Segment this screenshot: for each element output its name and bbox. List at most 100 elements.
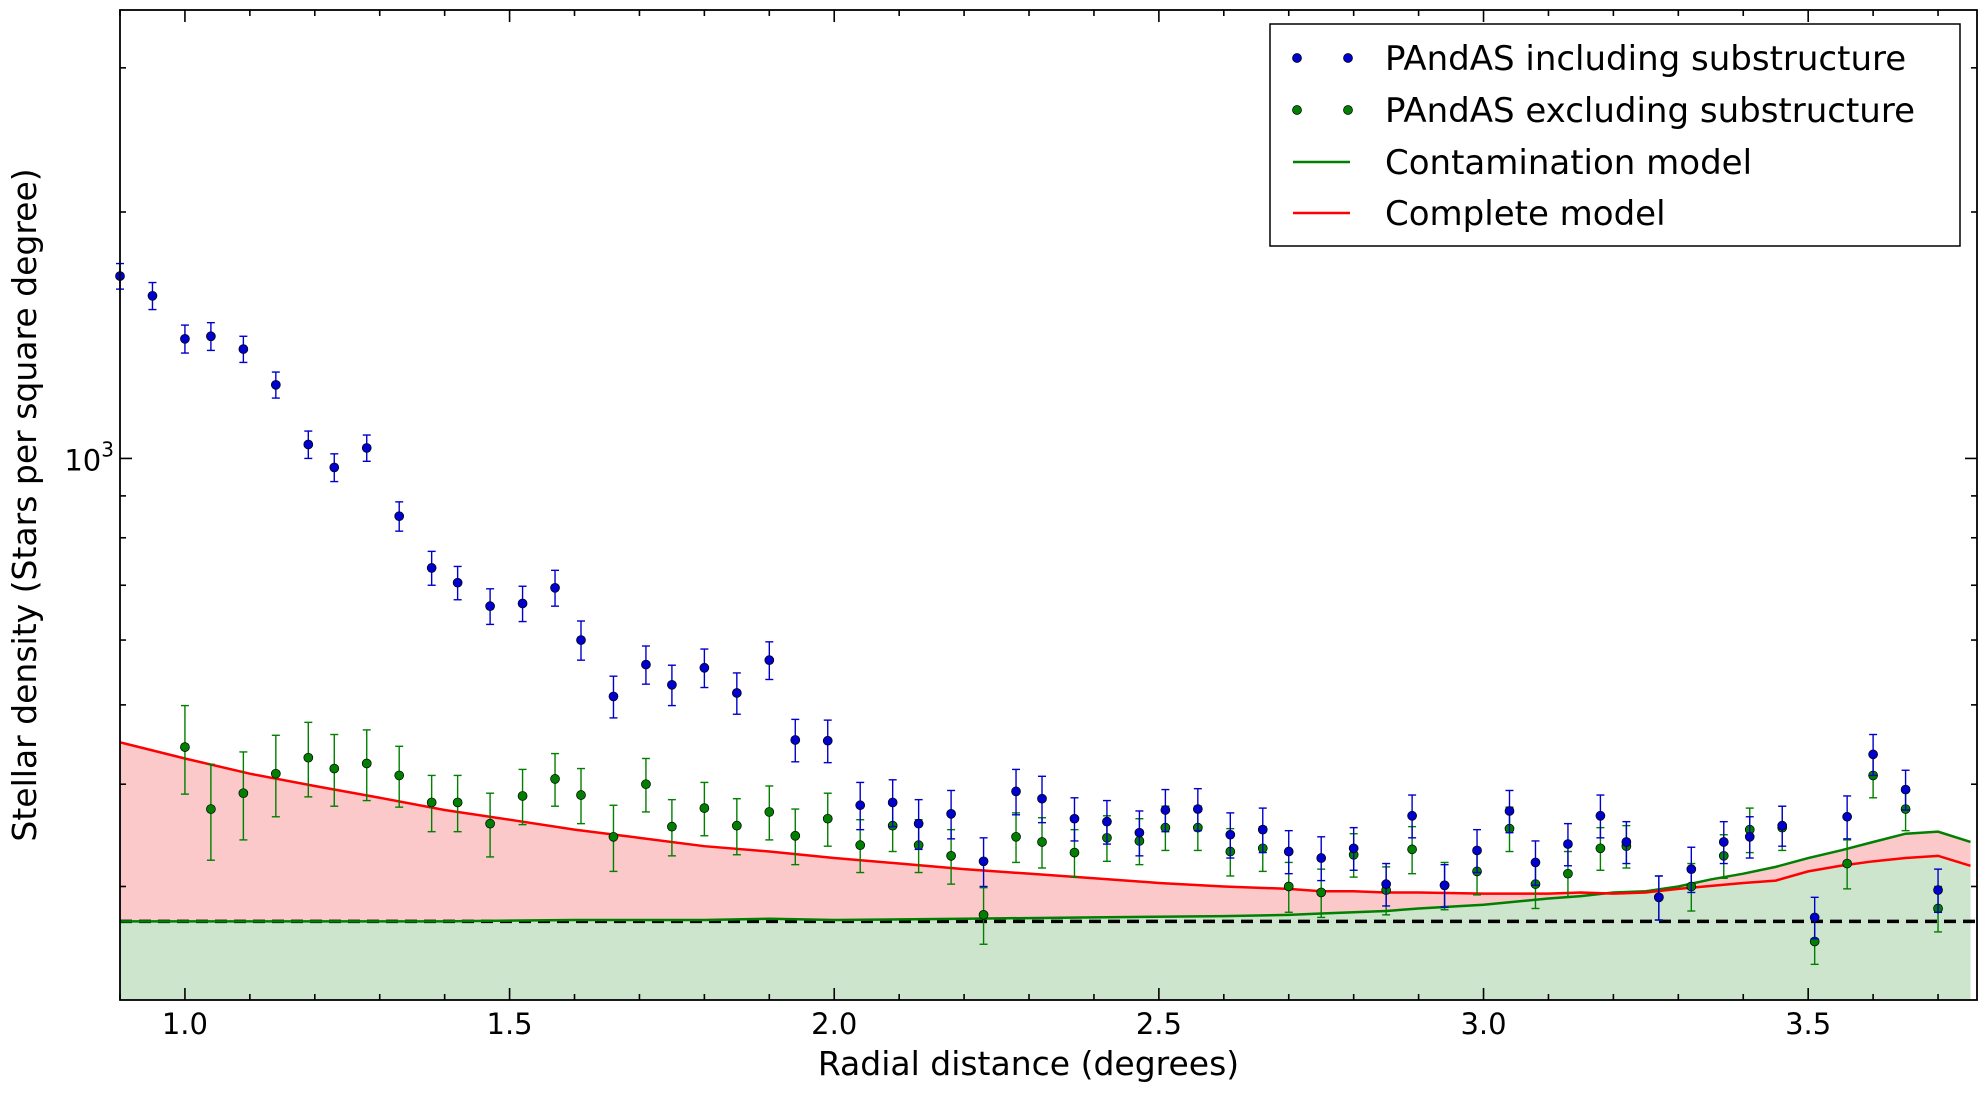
including-substructure-point	[1283, 846, 1294, 857]
including-substructure-point	[550, 582, 560, 593]
including-substructure-point	[608, 691, 619, 702]
including-substructure-point	[1381, 879, 1391, 889]
excluding-substructure-point	[1563, 868, 1573, 879]
including-substructure-point	[485, 601, 495, 612]
axes-frame	[119, 9, 1978, 1001]
including-substructure-point	[180, 333, 190, 344]
including-substructure-point	[576, 635, 586, 645]
excluding-substructure-point	[1407, 844, 1417, 855]
including-substructure-point	[329, 462, 340, 473]
legend-label: Complete model	[1385, 194, 1666, 234]
excluding-substructure-point	[426, 797, 437, 808]
x-tick-label: 2.0	[811, 1007, 857, 1041]
including-substructure-point	[1407, 810, 1417, 821]
legend-box	[1269, 23, 1961, 247]
including-substructure-point	[1744, 831, 1755, 842]
including-substructure-point	[270, 379, 281, 390]
contamination-model-line	[120, 830, 1971, 923]
including-substructure-point	[667, 679, 677, 690]
legend-label: Contamination model	[1385, 143, 1752, 183]
y-tick-label: 103	[64, 437, 114, 477]
legend-label: PAndAS excluding substructure	[1385, 91, 1915, 131]
x-tick-label: 2.5	[1136, 1007, 1182, 1041]
including-substructure-point	[1530, 857, 1541, 868]
excluding-substructure-point	[699, 803, 710, 813]
legend-marker-point	[1292, 105, 1302, 115]
legend-label: PAndAS including substructure	[1385, 39, 1906, 79]
including-substructure-point	[1686, 864, 1697, 874]
including-substructure-point	[1933, 885, 1943, 895]
legend-marker-point	[1292, 53, 1302, 63]
including-substructure-point	[1900, 784, 1911, 795]
including-substructure-point	[887, 797, 898, 808]
excluding-substructure-point	[790, 830, 801, 841]
excluding-substructure-point	[855, 840, 866, 850]
excluding-substructure-point	[764, 807, 775, 817]
contamination-fill	[120, 831, 1971, 1000]
including-substructure-point	[1134, 827, 1145, 838]
excluding-substructure-point	[361, 758, 372, 769]
legend-marker-point	[1343, 105, 1353, 115]
including-substructure-point	[978, 856, 989, 867]
including-substructure-point	[764, 655, 775, 666]
excluding-substructure-point	[452, 797, 463, 808]
including-substructure-point	[1257, 824, 1268, 835]
excluding-substructure-point	[394, 770, 405, 781]
including-substructure-point	[1069, 813, 1080, 824]
excluding-substructure-point	[731, 820, 742, 831]
including-substructure-point	[361, 443, 372, 453]
x-axis-label: Radial distance (degrees)	[818, 1044, 1239, 1083]
excluding-substructure-point	[1069, 847, 1080, 858]
including-substructure-point	[1842, 811, 1852, 822]
x-tick-label: 3.5	[1785, 1007, 1831, 1041]
including-substructure-point	[699, 662, 710, 673]
legend-markers	[1292, 53, 1353, 215]
including-substructure-point	[1037, 793, 1047, 804]
excluding-substructure-point	[1011, 831, 1021, 842]
excluding-substructure-point	[1316, 887, 1327, 898]
including-substructure-point	[517, 598, 528, 609]
excluding-substructure-point	[1037, 837, 1047, 847]
excluding-substructure-point	[978, 909, 989, 920]
excluding-substructure-point	[517, 791, 528, 801]
including-substructure-point	[394, 511, 405, 522]
y-axis-label: Stellar density (Stars per square degree…	[5, 168, 44, 841]
including-substructure-point	[452, 577, 463, 588]
legend-marker-point	[1343, 53, 1353, 63]
x-tick-label: 1.5	[487, 1007, 533, 1041]
including-substructure-point	[1316, 853, 1327, 863]
including-substructure-point	[1504, 806, 1515, 816]
including-substructure-point	[1868, 749, 1878, 760]
including-substructure-point	[731, 688, 742, 698]
including-substructure-point	[238, 344, 249, 354]
axis-ticks	[119, 10, 1977, 1000]
excluding-substructure-point	[1842, 858, 1852, 869]
including-substructure-point	[426, 563, 437, 573]
including-substructure-point	[1621, 837, 1632, 847]
including-substructure-point	[1563, 839, 1573, 849]
including-substructure-point	[303, 439, 314, 450]
excluding-substructure-point	[270, 768, 281, 779]
excluding-substructure-point	[946, 850, 956, 861]
excluding-substructure-point	[180, 742, 190, 752]
excluding-substructure-point	[822, 813, 833, 824]
including-substructure-point	[1348, 843, 1359, 854]
excluding-substructure-point	[550, 774, 560, 784]
x-tick-labels: 1.0 1.5 2.0 2.5 3.0 3.5	[162, 1007, 1831, 1041]
including-substructure-point	[641, 659, 651, 670]
plot-border	[119, 9, 1978, 1001]
including-substructure-point	[1192, 804, 1203, 814]
excluding-substructure-point	[1283, 881, 1294, 892]
including-substructure-point	[1809, 912, 1820, 923]
excluding-substructure-point	[608, 831, 619, 842]
legend: PAndAS including substructure PAndAS exc…	[1269, 23, 1961, 247]
excluding-substructure-point	[576, 790, 586, 800]
y-tick-label-exponent: 3	[101, 437, 114, 461]
including-substructure-point	[1472, 845, 1482, 856]
including-substructure-point	[1011, 786, 1021, 797]
including-substructure-point	[1595, 810, 1606, 821]
complete-model-fill	[120, 742, 1971, 922]
including-substructure-point	[206, 331, 216, 342]
excluding-substructure-point	[238, 788, 249, 799]
